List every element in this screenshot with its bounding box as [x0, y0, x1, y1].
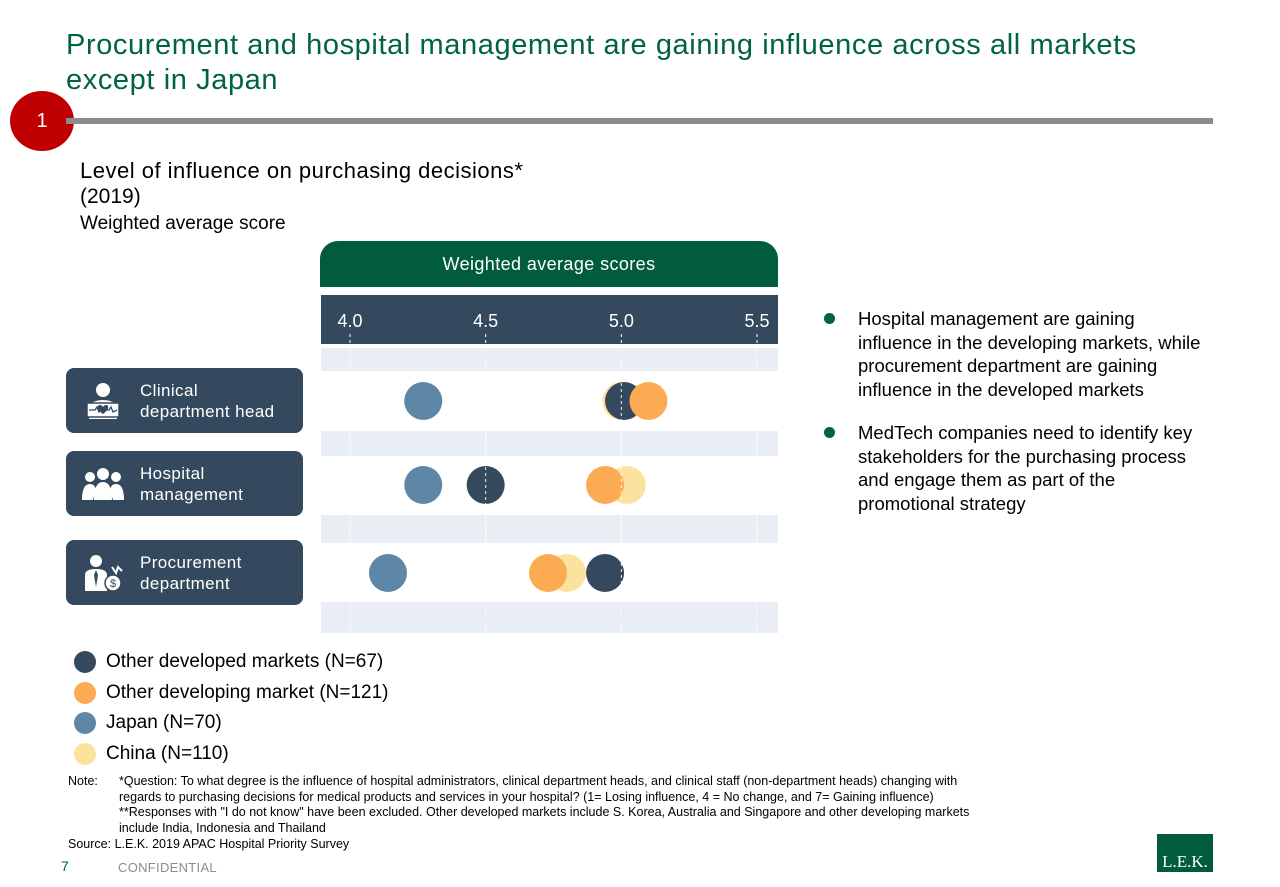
page-number: 7 — [61, 858, 69, 874]
procurement-icon: $ — [66, 553, 140, 593]
data-point — [605, 382, 644, 420]
legend-label: Other developed markets (N=67) — [106, 651, 384, 673]
axis-band — [321, 295, 778, 344]
chart-title: Level of influence on purchasing decisio… — [80, 158, 524, 183]
row-band — [321, 348, 778, 371]
confidential-label: CONFIDENTIAL — [118, 860, 217, 875]
clinician-icon — [66, 381, 140, 421]
category-label-line2: department head — [140, 401, 275, 421]
lek-logo: L.E.K. — [1157, 834, 1213, 872]
row-band — [321, 602, 778, 633]
tick-label: 5.5 — [744, 311, 769, 331]
category-label-line1: Hospital — [140, 463, 205, 483]
legend-swatch — [74, 681, 96, 704]
bullet-item: MedTech companies need to identify key s… — [822, 421, 1202, 515]
category-hospital-management: Hospital management — [66, 451, 303, 516]
data-point — [629, 382, 668, 420]
note-text-line: **Responses with "I do not know" have be… — [119, 805, 970, 820]
title-rule — [66, 118, 1213, 124]
data-point — [466, 466, 505, 504]
data-point — [586, 554, 625, 592]
bullet-text: MedTech companies need to identify key s… — [858, 422, 1193, 514]
page-title: Procurement and hospital management are … — [66, 29, 1137, 96]
source-text: L.E.K. 2019 APAC Hospital Priority Surve… — [114, 837, 350, 851]
group-icon — [66, 466, 140, 502]
bullet-item: Hospital management are gaining influenc… — [822, 307, 1202, 401]
category-clinical-department-head: Clinical department head — [66, 368, 303, 433]
category-procurement-department: $ Procurement department — [66, 540, 303, 605]
data-point — [548, 554, 587, 592]
data-point — [607, 466, 646, 504]
row-band — [321, 431, 778, 456]
category-label-line1: Procurement — [140, 552, 242, 572]
section-badge: 1 — [10, 91, 74, 151]
bullet-dot-icon — [824, 313, 835, 324]
data-point — [602, 382, 641, 420]
data-point — [368, 554, 407, 592]
source-line: Source: L.E.K. 2019 APAC Hospital Priori… — [68, 837, 349, 851]
note-text-line: regards to purchasing decisions for medi… — [119, 789, 934, 804]
source-label: Source: — [68, 837, 112, 851]
legend-item: Other developing market (N=121) — [74, 678, 389, 709]
legend-swatch — [74, 712, 96, 735]
note-text-line: include India, Indonesia and Thailand — [119, 820, 326, 835]
legend-swatch — [74, 742, 96, 765]
legend-swatch — [74, 651, 96, 674]
legend-label: China (N=110) — [106, 742, 229, 764]
legend-label: Japan (N=70) — [106, 712, 222, 734]
category-label-line2: management — [140, 484, 244, 504]
data-point — [529, 554, 568, 592]
svg-text:$: $ — [110, 578, 116, 590]
chart-legend: Other developed markets (N=67) Other dev… — [74, 647, 389, 769]
footnotes: Note: *Question: To what degree is the i… — [68, 774, 1038, 836]
legend-item: Japan (N=70) — [74, 708, 389, 739]
legend-item: China (N=110) — [74, 739, 389, 770]
key-takeaways: Hospital management are gaining influenc… — [822, 307, 1202, 535]
tick-label: 4.5 — [473, 311, 498, 331]
tick-label: 5.0 — [609, 311, 634, 331]
data-point — [404, 466, 443, 504]
data-point — [404, 382, 443, 420]
tick-label: 4.0 — [337, 311, 362, 331]
chart-year: (2019) — [80, 185, 141, 208]
note-text-line: *Question: To what degree is the influen… — [119, 774, 958, 788]
legend-label: Other developing market (N=121) — [106, 681, 389, 703]
chart-subtitle: Weighted average score — [80, 213, 286, 234]
scores-header: Weighted average scores — [320, 241, 778, 287]
category-label-line1: Clinical — [140, 380, 198, 400]
category-label-line2: department — [140, 573, 230, 593]
bullet-dot-icon — [824, 427, 835, 438]
note-label: Note: — [68, 774, 98, 788]
data-point — [586, 466, 625, 504]
legend-item: Other developed markets (N=67) — [74, 647, 389, 678]
row-band — [321, 515, 778, 543]
bullet-text: Hospital management are gaining influenc… — [858, 308, 1201, 400]
